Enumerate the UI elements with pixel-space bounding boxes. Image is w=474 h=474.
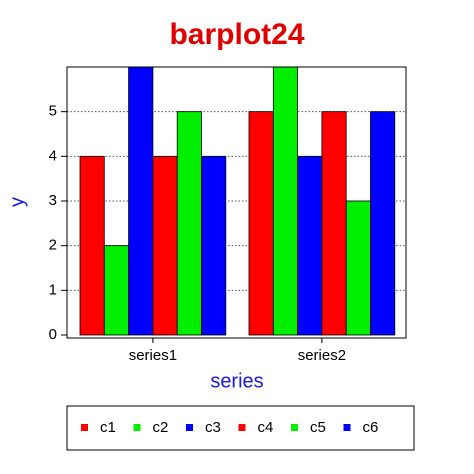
bar [176, 111, 202, 336]
bar [321, 111, 347, 336]
x-axis-label: series [210, 370, 263, 392]
y-tick-label: 0 [49, 326, 57, 343]
x-tick-label: series1 [129, 347, 177, 364]
y-tick-label: 3 [49, 192, 57, 209]
legend-marker [343, 424, 351, 431]
legend-label: c4 [258, 419, 274, 436]
legend-marker [133, 424, 141, 431]
y-tick-label: 5 [49, 103, 57, 120]
bar [201, 155, 227, 336]
legend-label: c1 [100, 419, 116, 436]
legend-marker [291, 424, 298, 431]
x-tick-label: series2 [298, 347, 346, 364]
bar [272, 66, 298, 336]
legend-label: c5 [310, 419, 326, 436]
legend-frame [66, 405, 415, 451]
bar [370, 111, 396, 336]
bar [248, 111, 274, 336]
bar [345, 200, 371, 336]
plot-frame [66, 66, 407, 339]
chart-title: barplot24 [169, 18, 304, 51]
legend-label: c6 [363, 419, 379, 436]
y-tick-label: 2 [49, 237, 57, 254]
y-tick-label: 4 [49, 147, 57, 164]
legend-marker [238, 424, 246, 431]
legend-label: c2 [153, 419, 169, 436]
bar [103, 245, 130, 336]
bar [152, 155, 178, 336]
y-tick-label: 1 [49, 281, 57, 298]
bar [297, 155, 323, 336]
legend-label: c3 [205, 419, 221, 436]
y-axis-label: y [6, 197, 28, 207]
bar [79, 155, 105, 336]
legend-marker [186, 424, 193, 431]
legend-marker [81, 424, 88, 431]
bar [128, 66, 154, 336]
